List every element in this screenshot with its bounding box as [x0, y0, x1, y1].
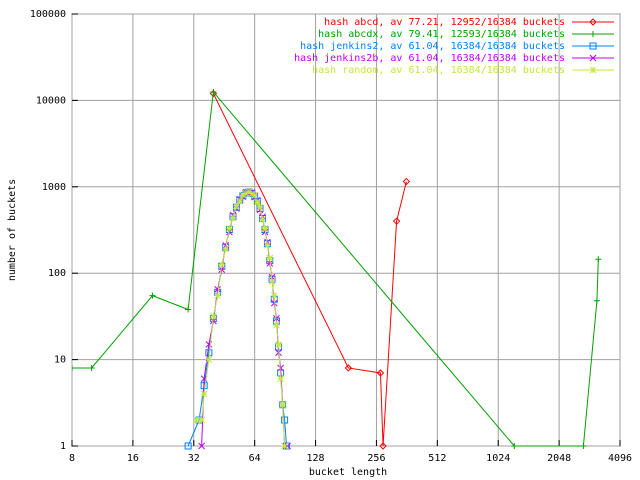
point [402, 177, 411, 186]
x-tick-label: 512 [428, 453, 446, 464]
legend-marker [590, 31, 596, 37]
x-tick-label: 2048 [547, 453, 571, 464]
point [268, 278, 276, 285]
point [580, 443, 587, 449]
legend-label: hash random, av 61.04, 16384/16384 bucke… [312, 65, 565, 76]
point [233, 202, 240, 210]
legend-label: hash jenkins2, av 61.04, 16384/16384 buc… [300, 41, 565, 52]
point [218, 261, 226, 269]
point [379, 442, 387, 450]
x-tick-label: 32 [188, 453, 200, 464]
y-tick-label: 100 [48, 268, 66, 279]
series-line [212, 93, 407, 447]
point [226, 225, 233, 232]
x-tick-label: 128 [307, 453, 325, 464]
point [281, 416, 289, 424]
point [261, 225, 269, 232]
x-axis-label: bucket length [309, 467, 387, 478]
point [273, 321, 280, 329]
point [376, 369, 385, 377]
point [242, 189, 250, 197]
x-tick-label: 16 [127, 453, 139, 464]
point [236, 197, 244, 205]
point [198, 416, 206, 424]
point [256, 203, 264, 211]
y-tick-label: 10000 [36, 95, 66, 106]
point [184, 442, 192, 450]
point [275, 341, 282, 348]
y-tick-label: 10 [54, 355, 66, 366]
point [261, 226, 269, 234]
point [72, 364, 75, 371]
point [205, 356, 213, 363]
point [277, 375, 284, 383]
legend-label: hash abcd, av 77.21, 12952/16384 buckets [324, 17, 565, 28]
y-tick-label: 1000 [42, 182, 66, 193]
point [264, 242, 271, 249]
legend-marker [589, 18, 597, 26]
point [210, 312, 217, 320]
point [344, 364, 353, 372]
legend-label: hash abcdx, av 79.41, 12593/16384 bucket… [318, 29, 565, 40]
point [251, 191, 259, 199]
point [198, 442, 206, 450]
y-axis-label: number of buckets [7, 179, 18, 281]
y-tick-label: 1 [60, 441, 66, 452]
grid [71, 13, 621, 447]
x-tick-label: 8 [69, 453, 75, 464]
point [277, 364, 284, 372]
point [218, 266, 226, 273]
point [209, 89, 218, 98]
plot-area [72, 89, 602, 450]
point [281, 442, 288, 450]
point [279, 401, 287, 409]
point [275, 349, 282, 357]
point [392, 217, 401, 225]
point [210, 317, 217, 325]
point [595, 256, 602, 263]
point [279, 401, 286, 409]
point [270, 299, 278, 307]
point [251, 192, 259, 200]
point [200, 382, 208, 390]
point [273, 315, 280, 322]
series-line [72, 90, 599, 447]
x-tick-label: 4096 [608, 453, 632, 464]
point [254, 199, 261, 206]
point [259, 215, 266, 223]
point [511, 443, 518, 449]
point [266, 260, 274, 267]
point [222, 245, 230, 253]
point [248, 190, 256, 198]
point [88, 364, 95, 371]
plot-border [71, 13, 621, 447]
point [214, 292, 222, 299]
point [214, 286, 222, 293]
point [266, 254, 274, 262]
y-tick-label: 100000 [30, 9, 66, 20]
x-tick-label: 1024 [486, 453, 510, 464]
point [149, 292, 156, 299]
x-tick-label: 64 [249, 453, 261, 464]
legend-marker [589, 66, 597, 74]
x-tick-label: 256 [367, 453, 385, 464]
legend-label: hash jenkins2b, av 61.04, 16384/16384 bu… [294, 53, 565, 64]
legend-marker [589, 54, 597, 62]
point [593, 297, 600, 304]
point [239, 192, 247, 200]
point [229, 214, 237, 221]
point [270, 292, 278, 299]
point [239, 191, 247, 199]
series-line [196, 190, 286, 447]
point [210, 89, 217, 96]
point [200, 390, 208, 398]
point [193, 416, 200, 424]
legend-marker [589, 42, 597, 50]
point [185, 306, 192, 313]
